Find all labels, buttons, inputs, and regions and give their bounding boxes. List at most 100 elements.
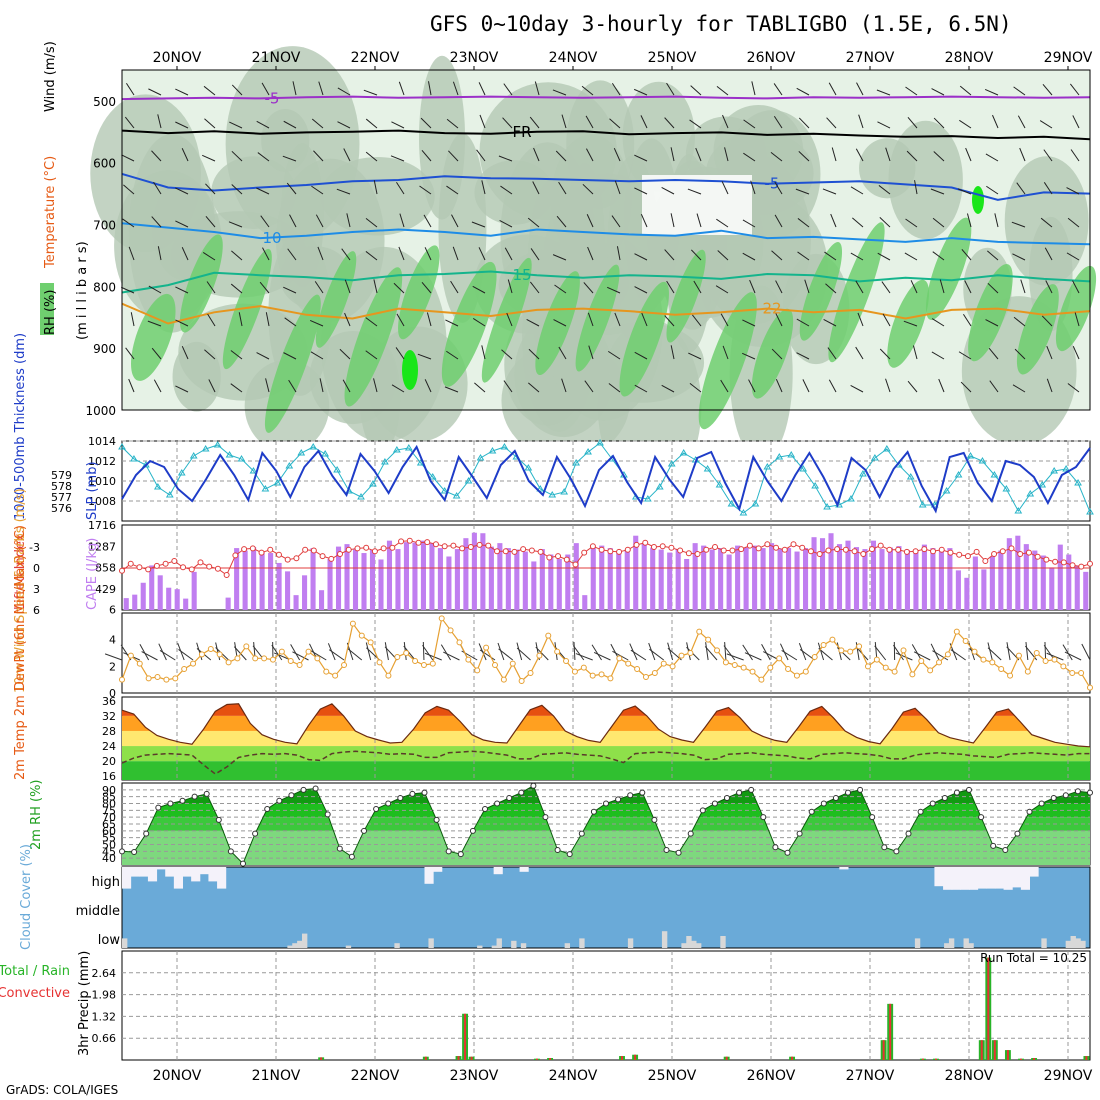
wind-barb — [716, 86, 729, 96]
cape-bar — [921, 544, 927, 610]
wind-barb — [750, 180, 756, 195]
cloud-high-bar — [130, 867, 140, 877]
wind-barb — [153, 181, 162, 195]
rh2m-marker — [530, 782, 537, 789]
wind-barb — [931, 351, 945, 360]
wind-speed-marker — [927, 667, 934, 674]
wind-speed-marker — [190, 660, 197, 667]
wind-speed-marker — [820, 642, 827, 648]
wind-barb — [363, 89, 378, 96]
rh2m-marker — [336, 845, 343, 852]
wind-barb — [481, 345, 486, 360]
y-tick-label-thickness: 579 — [51, 469, 72, 482]
wind-barb — [608, 383, 621, 393]
lifted-index-marker — [502, 548, 509, 555]
wind-barb — [424, 379, 432, 393]
wind-barb — [1070, 149, 1080, 162]
wind-speed-marker — [687, 650, 694, 656]
cloud-low-bar — [661, 931, 668, 948]
wind-speed-marker — [882, 664, 889, 671]
slp-marker — [1002, 485, 1011, 492]
wind-barb — [584, 380, 594, 393]
lifted-index-marker — [886, 546, 893, 553]
wind-barb — [206, 281, 216, 294]
cape-bar — [938, 550, 944, 610]
wind-barb — [885, 378, 891, 393]
wind-barb — [337, 121, 351, 129]
wind-barb — [151, 216, 162, 228]
wind-barb — [613, 148, 621, 162]
rh-shade-peak — [972, 186, 984, 214]
wind-speed-marker — [145, 675, 152, 682]
panel-frame-wind10m — [121, 612, 1091, 694]
slp-marker — [369, 480, 377, 487]
wind-barb — [882, 313, 891, 327]
wind-barb-10m — [178, 649, 194, 661]
lifted-index-marker — [310, 547, 317, 554]
wind-barb — [130, 312, 135, 327]
cape-bar — [327, 558, 333, 610]
cloud-low-bar — [914, 938, 921, 948]
lifted-index-marker — [755, 545, 762, 552]
wind-speed-marker — [1060, 663, 1067, 670]
wind-barb — [824, 251, 837, 261]
wind-barb — [583, 282, 594, 294]
wind-barb — [448, 150, 459, 162]
cape-bar — [565, 554, 571, 610]
wind-barb — [1066, 252, 1080, 261]
lifted-index-marker — [119, 567, 125, 574]
precip-convective-bar — [791, 1056, 794, 1060]
wind-barb — [445, 319, 459, 327]
wind-barb — [804, 279, 810, 294]
wind-barb-10m — [104, 653, 123, 661]
wind-barb — [771, 250, 783, 261]
wind-barb — [283, 120, 297, 129]
wind-barb — [965, 147, 972, 162]
precip-convective-bar — [457, 1056, 460, 1060]
cape-bar — [242, 550, 248, 610]
wind-speed-marker — [314, 655, 321, 662]
lifted-index-marker — [223, 572, 230, 578]
cape-bar — [285, 571, 291, 610]
wind-barb — [688, 352, 702, 360]
lifted-index-marker — [633, 541, 640, 548]
lifted-index-line — [121, 540, 1091, 576]
cape-bar — [802, 548, 809, 610]
wind-barb — [365, 317, 378, 327]
wind-barb — [202, 252, 216, 261]
cape-bar — [166, 587, 172, 610]
rh-shade-high — [925, 217, 972, 321]
rh2m-marker — [869, 814, 876, 821]
wind-barb — [751, 81, 756, 96]
wind-barb — [933, 151, 945, 162]
cloud-high-bar — [424, 867, 434, 884]
run-total-annotation: Run Total = 10.25 — [980, 951, 1087, 965]
cape-bar — [480, 533, 486, 610]
wind-barb — [586, 214, 594, 228]
cloud-low-bar — [428, 938, 434, 948]
rh2m-marker — [385, 800, 392, 807]
wind-speed-marker — [367, 639, 374, 646]
wind-speed-marker — [181, 666, 188, 672]
legend-total-rain: Total / Rain — [0, 964, 70, 979]
lifted-index-marker — [773, 544, 780, 551]
lifted-index-marker — [903, 548, 910, 555]
cloud-low-bar — [579, 938, 585, 948]
lifted-index-marker — [589, 543, 596, 550]
cape-bar — [1040, 555, 1046, 610]
wind-speed-marker — [598, 671, 605, 678]
lifted-index-marker — [912, 548, 919, 555]
lifted-index-marker — [441, 543, 448, 550]
wind-speed-marker — [669, 663, 676, 670]
rh2m-marker — [663, 846, 670, 853]
wind-speed-marker — [1033, 650, 1040, 656]
rh2m-marker — [554, 846, 561, 853]
lifted-index-marker — [459, 545, 466, 552]
wind-barb — [284, 317, 297, 327]
wind-barb — [552, 254, 567, 261]
isotherm-line — [121, 270, 1091, 294]
lifted-index-marker — [284, 556, 291, 563]
rh-shade-high — [398, 245, 440, 340]
wind-barb — [151, 347, 162, 360]
cape-bar — [743, 547, 749, 610]
